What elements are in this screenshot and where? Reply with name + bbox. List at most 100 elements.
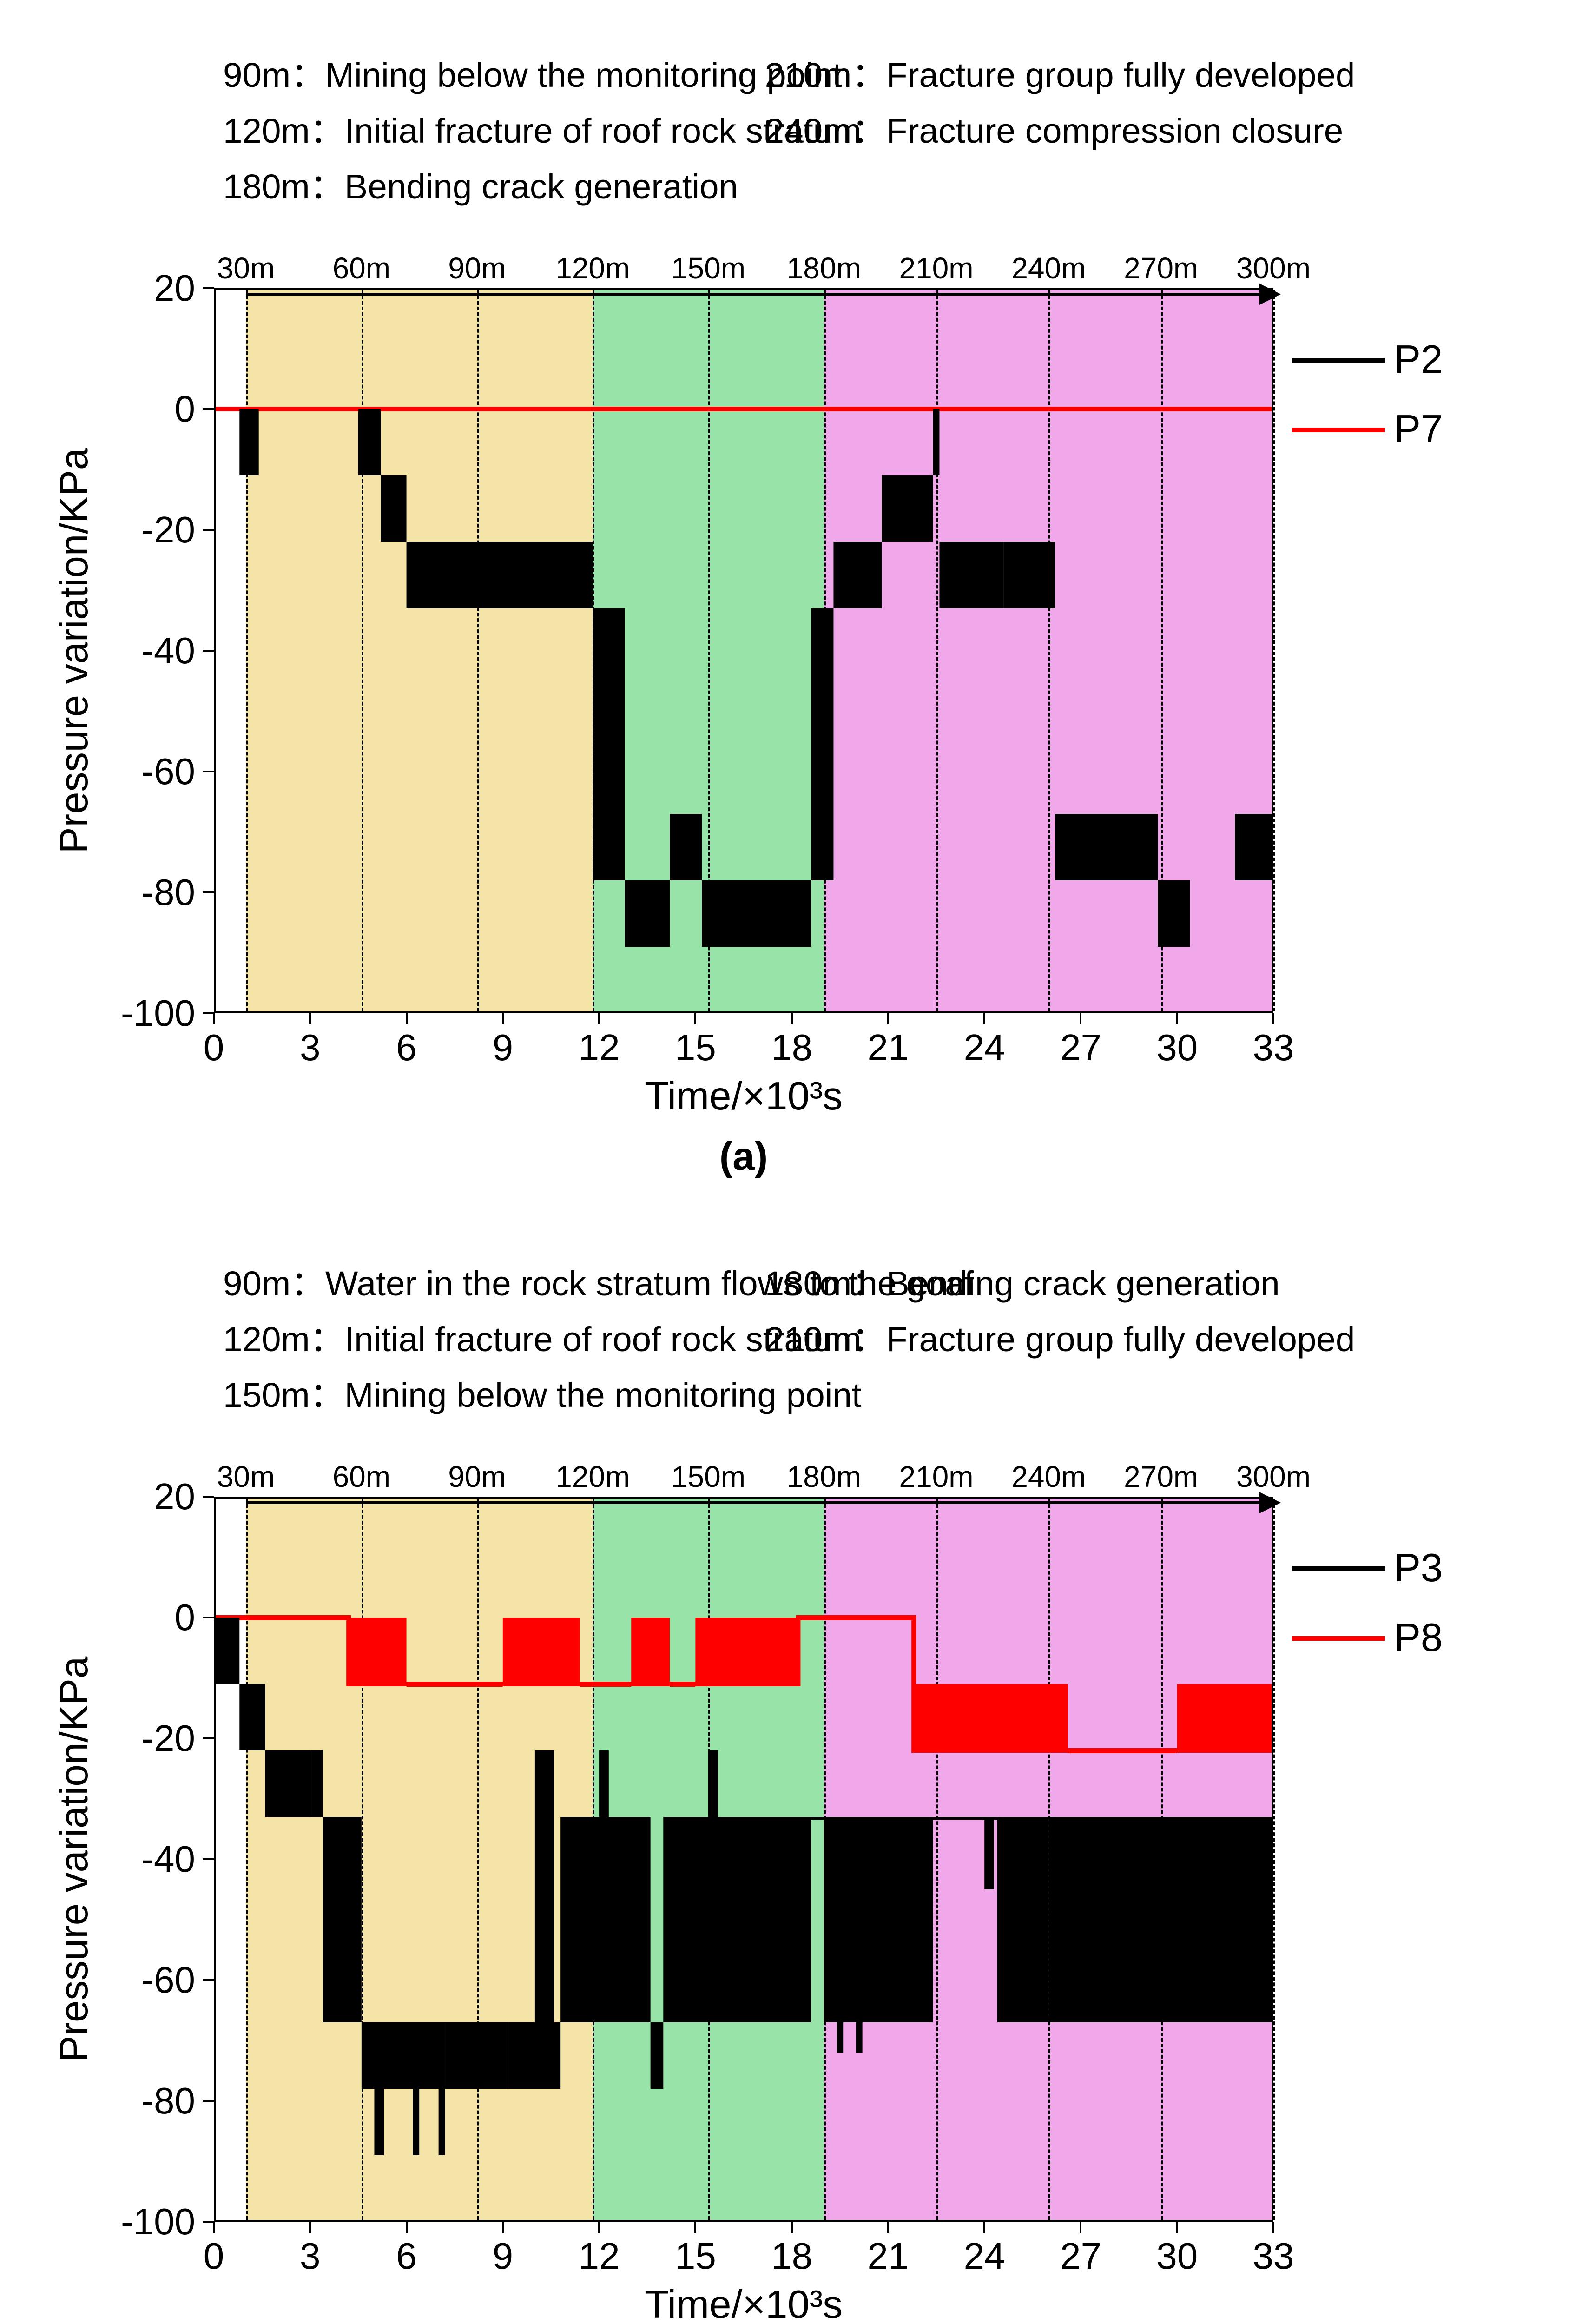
- yaxis-title-b: Pressure variation/KPa: [52, 1657, 97, 2062]
- ytick-a--20: [203, 529, 214, 531]
- xtick-b-9: [502, 2222, 504, 2233]
- distlabel-a-270: 270m: [1124, 251, 1198, 285]
- xtick-b-33: [1272, 2222, 1274, 2233]
- legend-text-b-P8: P8: [1394, 1615, 1443, 1661]
- legend-text-a-P7: P7: [1394, 407, 1443, 452]
- yticklabel-b--80: -80: [121, 2080, 195, 2122]
- distlabel-b-150: 150m: [671, 1459, 745, 1494]
- xticklabel-b-9: 9: [493, 2235, 514, 2278]
- note-right-b-0: 180m：Bending crack generation: [765, 1255, 1280, 1306]
- yticklabel-a--60: -60: [121, 750, 195, 793]
- xticklabel-b-30: 30: [1156, 2235, 1198, 2278]
- xticklabel-a-18: 18: [771, 1026, 812, 1069]
- xtick-b-21: [887, 2222, 889, 2233]
- distlabel-b-270: 270m: [1124, 1459, 1198, 1494]
- xticklabel-b-6: 6: [396, 2235, 417, 2278]
- legend-line-a-P2: [1292, 358, 1385, 363]
- yticklabel-b--60: -60: [121, 1959, 195, 2001]
- ytick-a--40: [203, 650, 214, 652]
- xticklabel-b-33: 33: [1253, 2235, 1294, 2278]
- xtick-a-3: [309, 1013, 311, 1024]
- distlabel-a-90: 90m: [448, 251, 506, 285]
- xticklabel-b-3: 3: [300, 2235, 321, 2278]
- sublabel-a: (a): [719, 1134, 768, 1180]
- xtick-b-30: [1176, 2222, 1178, 2233]
- xticklabel-a-27: 27: [1060, 1026, 1101, 1069]
- xtick-b-27: [1080, 2222, 1081, 2233]
- distlabel-a-30: 30m: [217, 251, 275, 285]
- xticklabel-b-24: 24: [964, 2235, 1005, 2278]
- distlabel-b-60: 60m: [333, 1459, 391, 1494]
- ytick-a--60: [203, 771, 214, 772]
- xtick-b-15: [694, 2222, 696, 2233]
- yticklabel-a-0: 0: [121, 388, 195, 430]
- xaxis-title-b: Time/×10³s: [645, 2282, 843, 2324]
- distlabel-b-90: 90m: [448, 1459, 506, 1494]
- xticklabel-a-24: 24: [964, 1026, 1005, 1069]
- distlabel-a-240: 240m: [1011, 251, 1086, 285]
- xticklabel-a-6: 6: [396, 1026, 417, 1069]
- note-right-b-1: 210m：Fracture group fully developed: [765, 1311, 1355, 1361]
- xticklabel-b-0: 0: [204, 2235, 224, 2278]
- xtick-b-12: [598, 2222, 600, 2233]
- legend-text-b-P3: P3: [1394, 1545, 1443, 1591]
- xticklabel-b-18: 18: [771, 2235, 812, 2278]
- xticklabel-a-15: 15: [675, 1026, 716, 1069]
- vline-b-300m: [1273, 1499, 1275, 2220]
- xtick-a-15: [694, 1013, 696, 1024]
- distlabel-b-210: 210m: [899, 1459, 973, 1494]
- note-right-a-1: 240m：Fracture compression closure: [765, 102, 1344, 153]
- xticklabel-a-30: 30: [1156, 1026, 1198, 1069]
- xticklabel-a-12: 12: [579, 1026, 620, 1069]
- distlabel-a-180: 180m: [787, 251, 861, 285]
- note-right-a-0: 210m：Fracture group fully developed: [765, 46, 1355, 97]
- distlabel-b-240: 240m: [1011, 1459, 1086, 1494]
- yticklabel-b-20: 20: [121, 1475, 195, 1518]
- ytick-a--100: [203, 1012, 214, 1014]
- ytick-b--60: [203, 1979, 214, 1981]
- ytick-a-20: [203, 287, 214, 289]
- ytick-b--80: [203, 2100, 214, 2102]
- ytick-b--40: [203, 1858, 214, 1860]
- note-left-b-2: 150m：Mining below the monitoring point: [223, 1367, 862, 1417]
- xtick-a-6: [406, 1013, 408, 1024]
- xtick-b-6: [406, 2222, 408, 2233]
- ytick-a-0: [203, 408, 214, 410]
- ytick-b--100: [203, 2221, 214, 2223]
- distlabel-b-30: 30m: [217, 1459, 275, 1494]
- xticklabel-a-0: 0: [204, 1026, 224, 1069]
- yticklabel-b--100: -100: [121, 2200, 195, 2243]
- plot-frame-b: [214, 1497, 1273, 2222]
- xtick-a-21: [887, 1013, 889, 1024]
- yaxis-title-a: Pressure variation/KPa: [52, 448, 97, 854]
- xtick-a-0: [213, 1013, 215, 1024]
- xtick-b-3: [309, 2222, 311, 2233]
- xtick-a-30: [1176, 1013, 1178, 1024]
- xticklabel-a-21: 21: [867, 1026, 909, 1069]
- yticklabel-a-20: 20: [121, 267, 195, 310]
- note-left-a-0: 90m：Mining below the monitoring point: [223, 46, 842, 97]
- distlabel-a-150: 150m: [671, 251, 745, 285]
- xticklabel-a-3: 3: [300, 1026, 321, 1069]
- yticklabel-b-0: 0: [121, 1596, 195, 1639]
- xticklabel-b-12: 12: [579, 2235, 620, 2278]
- xticklabel-b-21: 21: [867, 2235, 909, 2278]
- xtick-b-18: [791, 2222, 793, 2233]
- xtick-a-24: [983, 1013, 985, 1024]
- legend-line-b-P3: [1292, 1566, 1385, 1571]
- plot-frame-a: [214, 288, 1273, 1013]
- yticklabel-a--100: -100: [121, 992, 195, 1035]
- distlabel-a-300: 300m: [1236, 251, 1311, 285]
- xtick-a-27: [1080, 1013, 1081, 1024]
- xtick-a-12: [598, 1013, 600, 1024]
- yticklabel-b--20: -20: [121, 1717, 195, 1760]
- yticklabel-a--80: -80: [121, 871, 195, 914]
- ytick-b-0: [203, 1617, 214, 1618]
- legend-text-a-P2: P2: [1394, 337, 1443, 383]
- yticklabel-a--20: -20: [121, 508, 195, 551]
- distlabel-b-180: 180m: [787, 1459, 861, 1494]
- distlabel-a-210: 210m: [899, 251, 973, 285]
- yticklabel-a--40: -40: [121, 629, 195, 672]
- xtick-a-33: [1272, 1013, 1274, 1024]
- distlabel-a-120: 120m: [555, 251, 630, 285]
